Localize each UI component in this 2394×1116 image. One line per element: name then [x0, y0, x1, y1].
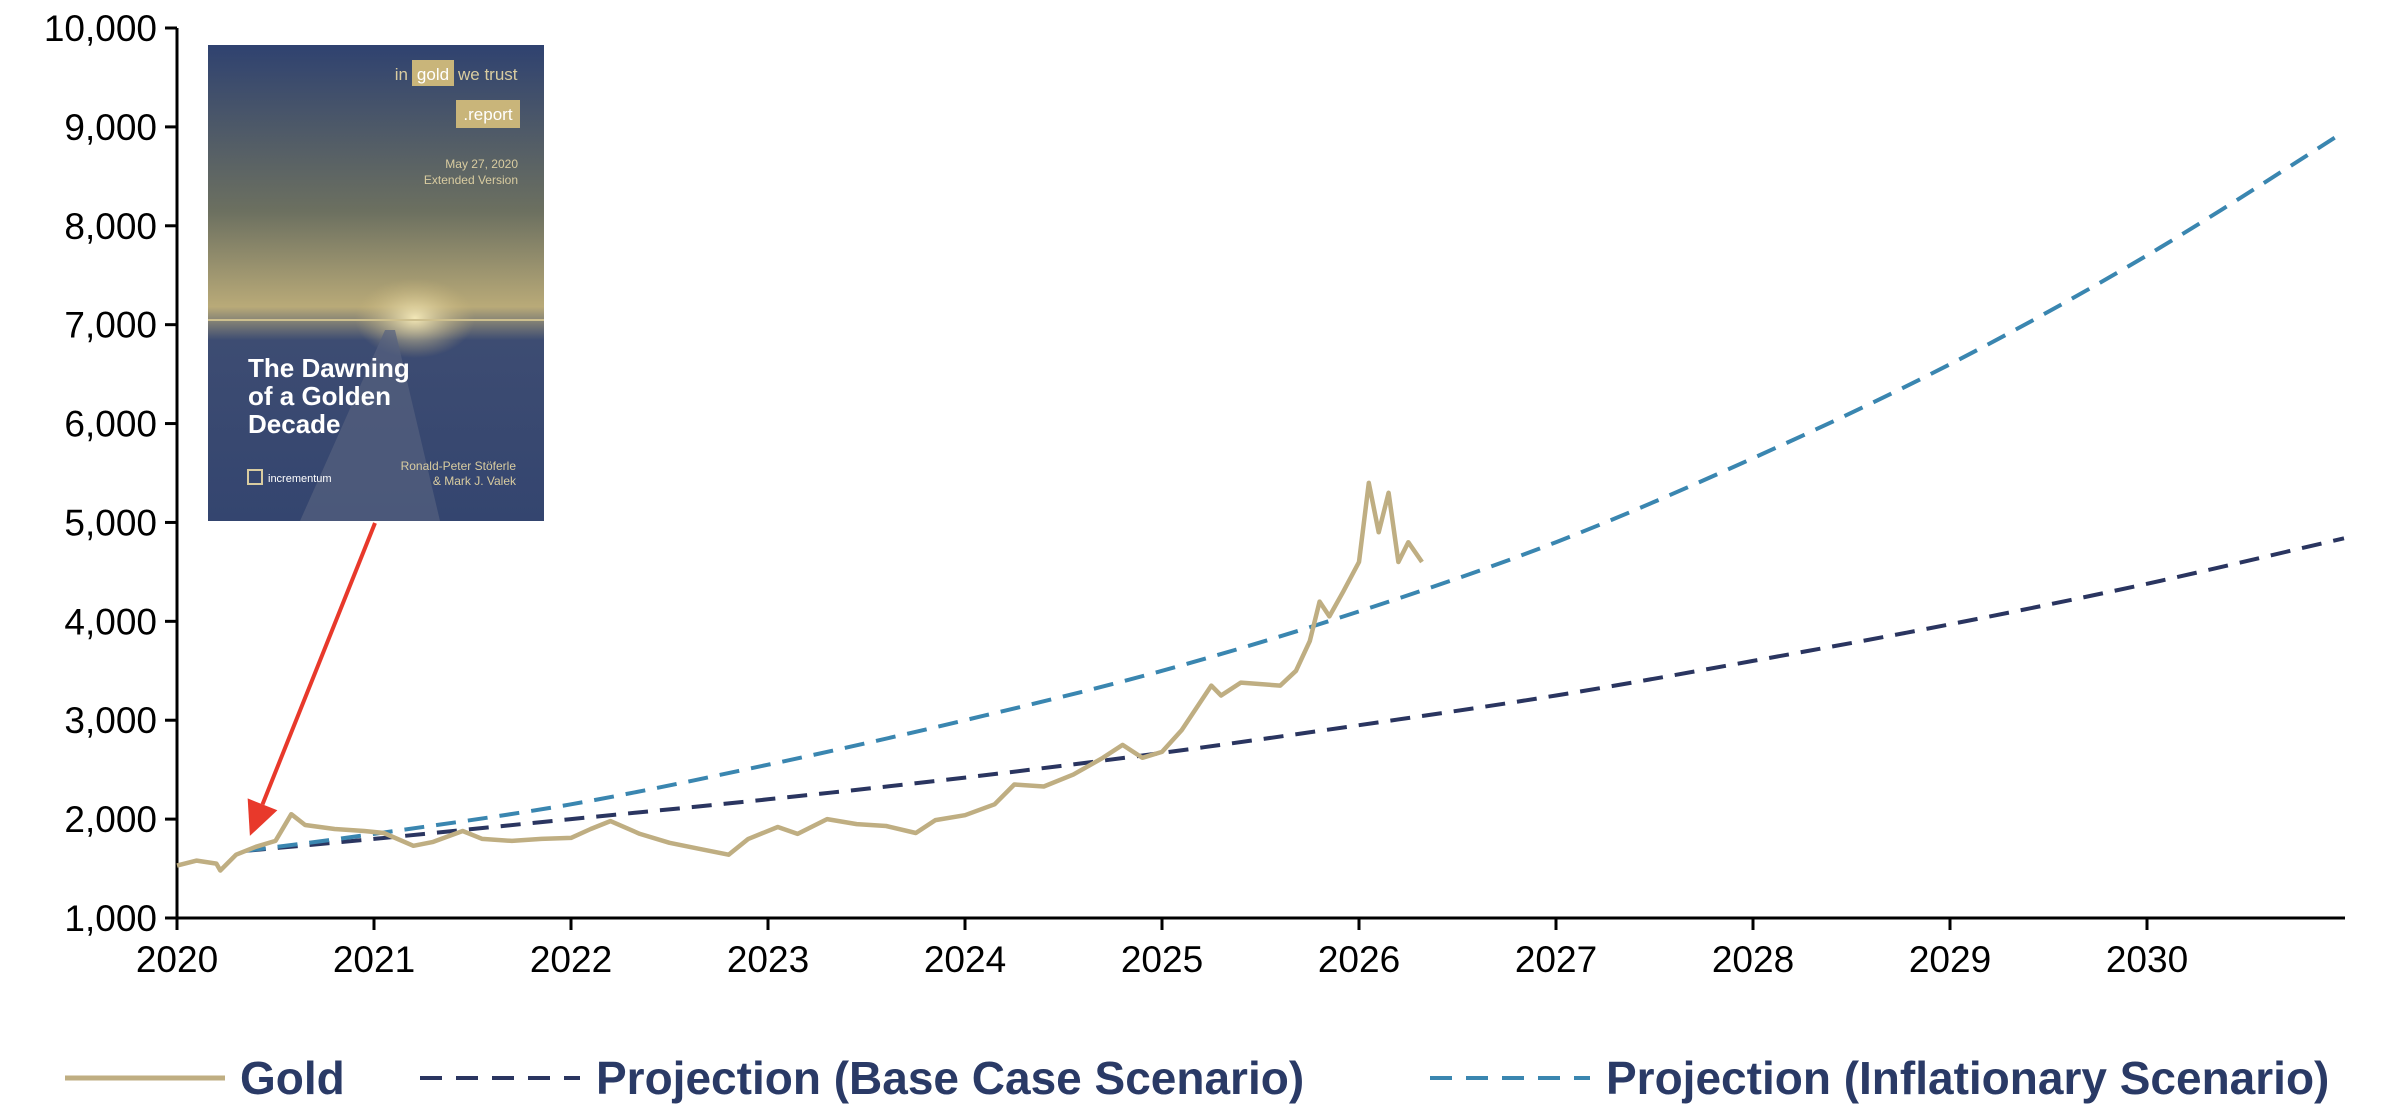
series-layer — [176, 130, 2346, 873]
x-tick-label: 2025 — [1121, 939, 1203, 980]
x-tick-label: 2026 — [1318, 939, 1400, 980]
legend-label-gold: Gold — [240, 1052, 345, 1104]
report-cover-brand-gold: gold — [417, 65, 449, 84]
report-cover-title-line1: The Dawning — [248, 353, 410, 383]
y-axis-ticks: 1,000 2,000 3,000 4,000 5,000 6,000 7,000 8,000… — [44, 8, 177, 939]
report-cover-brand-report: .report — [463, 105, 512, 124]
y-tick-label: 4,000 — [64, 601, 157, 642]
report-cover-edition: Extended Version — [424, 173, 518, 187]
y-tick-label: 2,000 — [64, 799, 157, 840]
legend-label-inflationary: Projection (Inflationary Scenario) — [1606, 1052, 2329, 1104]
report-cover-title-line3: Decade — [248, 409, 341, 439]
y-tick-label: 5,000 — [64, 502, 157, 543]
annotation-arrow-head — [247, 798, 278, 836]
x-tick-label: 2024 — [924, 939, 1006, 980]
x-axis-ticks: 2020 2021 2022 2023 2024 2025 2026 2027 2028 2029… — [136, 918, 2188, 980]
report-cover-road — [300, 330, 440, 521]
report-cover-report-box — [456, 100, 520, 128]
series-gold-line — [176, 480, 1424, 873]
series-inflationary-line — [245, 130, 2346, 853]
y-tick-label: 9,000 — [64, 107, 157, 148]
y-tick-label: 6,000 — [64, 404, 157, 445]
x-tick-label: 2022 — [530, 939, 612, 980]
report-cover-logo-icon — [247, 469, 263, 485]
annotation-arrow-shaft — [260, 522, 377, 806]
x-tick-label: 2029 — [1909, 939, 1991, 980]
x-tick-label: 2028 — [1712, 939, 1794, 980]
y-tick-label: 3,000 — [64, 700, 157, 741]
report-cover-author-line1: Ronald-Peter Stöferle — [401, 459, 517, 473]
x-tick-label: 2030 — [2106, 939, 2188, 980]
x-tick-label: 2021 — [333, 939, 415, 980]
report-cover-date: May 27, 2020 — [445, 157, 518, 171]
series-base-case-line — [245, 536, 2345, 853]
report-cover-brand-trust: we trust — [457, 65, 518, 84]
report-cover-publisher: incrementum — [268, 473, 332, 485]
report-cover-brand-in: in — [395, 65, 408, 84]
y-tick-label: 7,000 — [64, 305, 157, 346]
legend-label-base: Projection (Base Case Scenario) — [596, 1052, 1304, 1104]
x-tick-label: 2020 — [136, 939, 218, 980]
legend: Gold Projection (Base Case Scenario) Pro… — [65, 1052, 2329, 1104]
report-cover-sun — [355, 278, 475, 358]
y-tick-label: 8,000 — [64, 206, 157, 247]
annotation-arrow — [247, 522, 377, 836]
x-tick-label: 2023 — [727, 939, 809, 980]
report-cover-gold-box — [412, 60, 454, 86]
report-cover-title-line2: of a Golden — [248, 381, 391, 411]
report-cover-author-line2: & Mark J. Valek — [433, 474, 517, 488]
y-tick-label: 10,000 — [44, 8, 157, 49]
x-tick-label: 2027 — [1515, 939, 1597, 980]
y-tick-label: 1,000 — [64, 898, 157, 939]
report-cover: in gold we trust .report May 27, 2020 Ex… — [208, 45, 544, 521]
